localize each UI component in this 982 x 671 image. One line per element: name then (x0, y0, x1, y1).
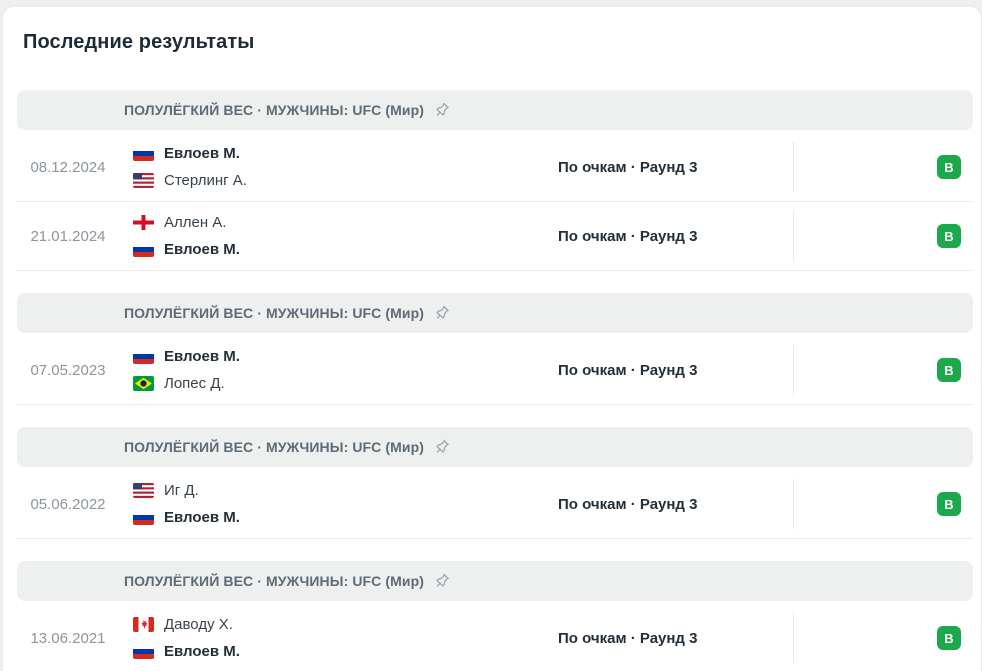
fighter-name[interactable]: Иг Д. (164, 482, 199, 499)
league-header-bar[interactable]: ПОЛУЛЁГКИЙ ВЕС · МУЖЧИНЫ: UFC (Мир) (17, 427, 973, 467)
flag-russia-icon (133, 349, 154, 364)
fighter-away: Евлоев М. (133, 643, 558, 660)
badge-cell: В (793, 604, 973, 671)
match-date: 21.01.2024 (30, 227, 106, 245)
flag-england-icon (133, 215, 154, 230)
league-title: ПОЛУЛЁГКИЙ ВЕС · МУЖЧИНЫ: UFC (Мир) (123, 573, 425, 589)
match-row[interactable]: 07.05.2023 Евлоев М. Лопес Д. По очкам ·… (17, 336, 973, 405)
pin-icon[interactable] (433, 438, 451, 456)
league-section: ПОЛУЛЁГКИЙ ВЕС · МУЖЧИНЫ: UFC (Мир) 05.0… (17, 427, 973, 539)
fighter-home: Евлоев М. (133, 348, 558, 365)
fighter-away: Стерлинг А. (133, 172, 558, 189)
fighter-name[interactable]: Евлоев М. (164, 509, 240, 526)
pin-icon[interactable] (433, 572, 451, 590)
fighters-cell: Евлоев М. Лопес Д. (119, 348, 558, 392)
match-date: 07.05.2023 (30, 361, 106, 379)
league-header-content: ПОЛУЛЁГКИЙ ВЕС · МУЖЧИНЫ: UFC (Мир) (17, 304, 558, 322)
league-section: ПОЛУЛЁГКИЙ ВЕС · МУЖЧИНЫ: UFC (Мир) 07.0… (17, 293, 973, 405)
match-rows: 13.06.2021 Даводу Х. Евлоев М. По очкам … (17, 604, 973, 671)
match-rows: 05.06.2022 Иг Д. Евлоев М. По очкам · Ра… (17, 470, 973, 539)
match-row[interactable]: 08.12.2024 Евлоев М. Стерлинг А. По очка… (17, 133, 973, 202)
fighter-name[interactable]: Лопес Д. (164, 375, 225, 392)
badge-cell: В (793, 202, 973, 270)
league-header-bar[interactable]: ПОЛУЛЁГКИЙ ВЕС · МУЖЧИНЫ: UFC (Мир) (17, 90, 973, 130)
fighter-name[interactable]: Стерлинг А. (164, 172, 247, 189)
league-header-content: ПОЛУЛЁГКИЙ ВЕС · МУЖЧИНЫ: UFC (Мир) (17, 438, 558, 456)
fighters-cell: Аллен А. Евлоев М. (119, 214, 558, 258)
fighter-name[interactable]: Евлоев М. (164, 643, 240, 660)
league-header-bar[interactable]: ПОЛУЛЁГКИЙ ВЕС · МУЖЧИНЫ: UFC (Мир) (17, 293, 973, 333)
win-badge: В (937, 358, 961, 382)
fighter-away: Евлоев М. (133, 509, 558, 526)
match-date: 08.12.2024 (30, 158, 106, 176)
fighter-name[interactable]: Евлоев М. (164, 241, 240, 258)
results-list: ПОЛУЛЁГКИЙ ВЕС · МУЖЧИНЫ: UFC (Мир) 08.1… (17, 90, 973, 671)
results-card: Последние результаты ПОЛУЛЁГКИЙ ВЕС · МУ… (2, 6, 982, 671)
win-badge: В (937, 626, 961, 650)
league-header-bar[interactable]: ПОЛУЛЁГКИЙ ВЕС · МУЖЧИНЫ: UFC (Мир) (17, 561, 973, 601)
flag-russia-icon (133, 510, 154, 525)
flag-usa-icon (133, 173, 154, 188)
fighter-name[interactable]: Аллен А. (164, 214, 227, 231)
flag-russia-icon (133, 644, 154, 659)
flag-russia-icon (133, 146, 154, 161)
flag-canada-icon (133, 617, 154, 632)
fighters-cell: Иг Д. Евлоев М. (119, 482, 558, 526)
fighter-name[interactable]: Евлоев М. (164, 348, 240, 365)
fighter-home: Иг Д. (133, 482, 558, 499)
match-row[interactable]: 21.01.2024 Аллен А. Евлоев М. По очкам ·… (17, 202, 973, 271)
fighter-name[interactable]: Даводу Х. (164, 616, 233, 633)
league-header-content: ПОЛУЛЁГКИЙ ВЕС · МУЖЧИНЫ: UFC (Мир) (17, 101, 558, 119)
fighter-home: Даводу Х. (133, 616, 558, 633)
win-badge: В (937, 224, 961, 248)
match-result: По очкам · Раунд 3 (558, 227, 698, 245)
league-section: ПОЛУЛЁГКИЙ ВЕС · МУЖЧИНЫ: UFC (Мир) 13.0… (17, 561, 973, 671)
flag-usa-icon (133, 483, 154, 498)
pin-icon[interactable] (433, 101, 451, 119)
match-row[interactable]: 13.06.2021 Даводу Х. Евлоев М. По очкам … (17, 604, 973, 671)
match-result: По очкам · Раунд 3 (558, 495, 698, 513)
match-date: 13.06.2021 (30, 629, 106, 647)
match-result: По очкам · Раунд 3 (558, 629, 698, 647)
league-section: ПОЛУЛЁГКИЙ ВЕС · МУЖЧИНЫ: UFC (Мир) 08.1… (17, 90, 973, 271)
match-row[interactable]: 05.06.2022 Иг Д. Евлоев М. По очкам · Ра… (17, 470, 973, 539)
pin-icon[interactable] (433, 304, 451, 322)
league-title: ПОЛУЛЁГКИЙ ВЕС · МУЖЧИНЫ: UFC (Мир) (123, 439, 425, 455)
fighter-name[interactable]: Евлоев М. (164, 145, 240, 162)
fighter-home: Евлоев М. (133, 145, 558, 162)
match-date: 05.06.2022 (30, 495, 106, 513)
fighter-away: Евлоев М. (133, 241, 558, 258)
match-rows: 07.05.2023 Евлоев М. Лопес Д. По очкам ·… (17, 336, 973, 405)
league-header-content: ПОЛУЛЁГКИЙ ВЕС · МУЖЧИНЫ: UFC (Мир) (17, 572, 558, 590)
badge-cell: В (793, 336, 973, 404)
badge-cell: В (793, 133, 973, 201)
page-title: Последние результаты (23, 31, 255, 53)
match-result: По очкам · Раунд 3 (558, 158, 698, 176)
badge-cell: В (793, 470, 973, 538)
win-badge: В (937, 155, 961, 179)
fighter-home: Аллен А. (133, 214, 558, 231)
match-rows: 08.12.2024 Евлоев М. Стерлинг А. По очка… (17, 133, 973, 271)
win-badge: В (937, 492, 961, 516)
match-result: По очкам · Раунд 3 (558, 361, 698, 379)
fighters-cell: Евлоев М. Стерлинг А. (119, 145, 558, 189)
flag-brazil-icon (133, 376, 154, 391)
league-title: ПОЛУЛЁГКИЙ ВЕС · МУЖЧИНЫ: UFC (Мир) (123, 102, 425, 118)
league-title: ПОЛУЛЁГКИЙ ВЕС · МУЖЧИНЫ: UFC (Мир) (123, 305, 425, 321)
fighter-away: Лопес Д. (133, 375, 558, 392)
flag-russia-icon (133, 242, 154, 257)
fighters-cell: Даводу Х. Евлоев М. (119, 616, 558, 660)
